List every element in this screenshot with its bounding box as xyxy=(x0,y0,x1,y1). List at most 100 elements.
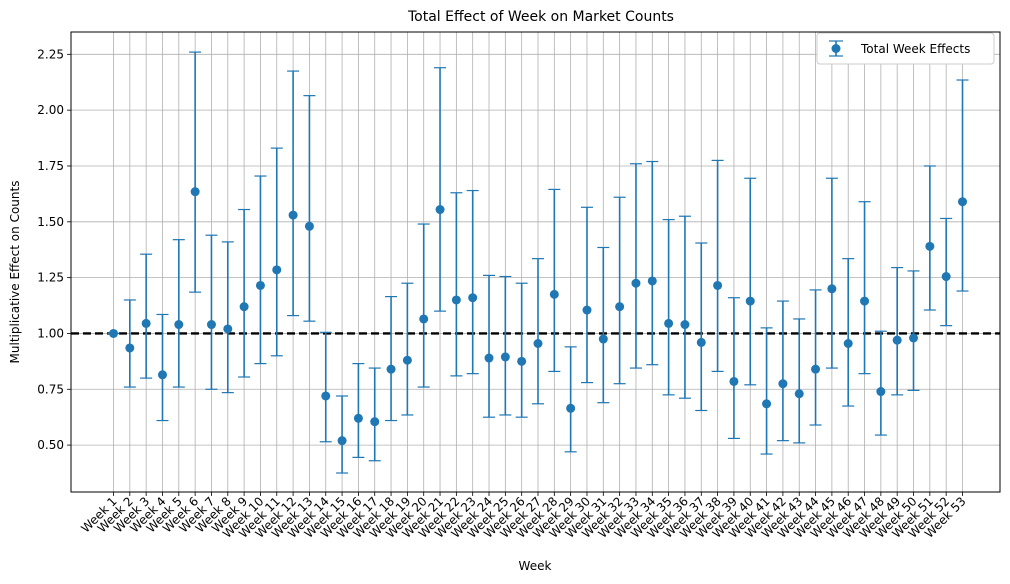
data-point-group xyxy=(532,258,544,405)
data-point-group xyxy=(776,300,789,442)
data-point-group xyxy=(825,177,838,369)
data-point-group xyxy=(499,275,512,416)
data-point xyxy=(811,364,821,374)
data-point-group xyxy=(483,274,496,418)
data-point xyxy=(288,210,298,220)
data-point xyxy=(141,318,151,328)
y-axis: 0.50 0.75 1.00 1.25 1.50 1.75 2.00 2.25 xyxy=(37,47,71,452)
data-point xyxy=(337,436,347,446)
data-point xyxy=(484,353,494,363)
data-point xyxy=(762,399,772,409)
data-point-group xyxy=(907,270,920,391)
data-point xyxy=(778,379,788,389)
data-point xyxy=(239,302,249,312)
data-point-group xyxy=(140,253,153,379)
data-point-group xyxy=(727,297,740,440)
data-point xyxy=(941,272,951,282)
data-point-group xyxy=(107,328,120,338)
data-point xyxy=(615,302,625,312)
data-point-group xyxy=(580,206,593,384)
data-point xyxy=(190,187,200,197)
data-point xyxy=(647,276,657,286)
data-point xyxy=(925,241,935,251)
data-point-group xyxy=(303,95,316,322)
data-point xyxy=(109,328,118,338)
data-point xyxy=(272,265,282,275)
legend: Total Week Effects xyxy=(816,32,995,65)
data-point xyxy=(451,295,461,305)
legend-frame xyxy=(816,32,995,65)
data-point xyxy=(745,296,755,306)
data-point-group xyxy=(319,331,332,443)
data-point-group xyxy=(205,234,218,390)
data-point-group xyxy=(172,239,185,388)
data-point-group xyxy=(874,330,887,436)
data-point xyxy=(794,389,804,399)
y-tick-label: 1.25 xyxy=(37,271,64,285)
data-point xyxy=(860,296,870,306)
data-point xyxy=(582,305,592,315)
data-point-group xyxy=(809,289,822,426)
data-layer xyxy=(107,51,969,474)
data-point-group xyxy=(695,242,708,412)
data-point xyxy=(500,352,510,362)
data-point xyxy=(353,413,363,423)
data-point-group xyxy=(221,241,234,394)
data-point xyxy=(713,280,723,290)
data-point-group xyxy=(891,266,904,396)
data-point xyxy=(680,320,690,330)
data-point xyxy=(549,289,559,299)
y-tick-label: 1.50 xyxy=(37,215,64,229)
grid-lines xyxy=(71,32,1000,492)
data-point xyxy=(696,337,706,347)
data-point-group xyxy=(613,196,626,385)
data-point xyxy=(206,320,216,330)
data-point-group xyxy=(744,177,757,386)
data-point-group xyxy=(123,299,136,388)
data-point-group xyxy=(678,215,691,399)
data-point-group xyxy=(548,188,561,373)
data-point-group xyxy=(434,67,447,312)
data-point-group xyxy=(940,217,953,327)
data-point xyxy=(386,364,396,374)
data-point xyxy=(174,320,184,330)
data-point-group xyxy=(238,208,251,378)
data-point xyxy=(876,387,886,397)
data-point xyxy=(533,339,543,349)
data-point xyxy=(958,197,967,207)
data-point-group xyxy=(711,159,724,373)
data-point xyxy=(157,370,167,380)
data-point-group xyxy=(760,327,773,455)
data-point xyxy=(402,355,412,365)
data-point-group xyxy=(450,192,463,377)
y-tick-label: 2.00 xyxy=(37,103,64,117)
data-point xyxy=(566,403,576,413)
data-point xyxy=(631,278,641,288)
data-point xyxy=(909,333,919,343)
data-point-group xyxy=(270,147,283,357)
data-point xyxy=(827,284,837,294)
chart-title: Total Effect of Week on Market Counts xyxy=(407,9,674,25)
data-point-group xyxy=(858,201,871,375)
data-point xyxy=(664,318,674,328)
data-point xyxy=(304,221,314,231)
data-point-group xyxy=(956,79,969,292)
data-point-group xyxy=(646,160,659,366)
data-point xyxy=(419,314,429,324)
data-point-group xyxy=(189,51,202,293)
y-tick-label: 2.25 xyxy=(37,47,64,61)
x-axis-title: Week xyxy=(519,559,552,573)
data-point-group xyxy=(923,165,936,311)
y-tick-label: 0.75 xyxy=(37,382,64,396)
data-point-group xyxy=(287,70,300,317)
data-point-group xyxy=(385,296,398,422)
data-point-group xyxy=(254,175,267,365)
y-tick-label: 1.00 xyxy=(37,326,64,340)
data-point-group xyxy=(401,282,414,416)
legend-label: Total Week Effects xyxy=(860,42,970,56)
data-point-group xyxy=(368,367,381,462)
data-point xyxy=(223,324,233,334)
data-point xyxy=(321,391,331,401)
